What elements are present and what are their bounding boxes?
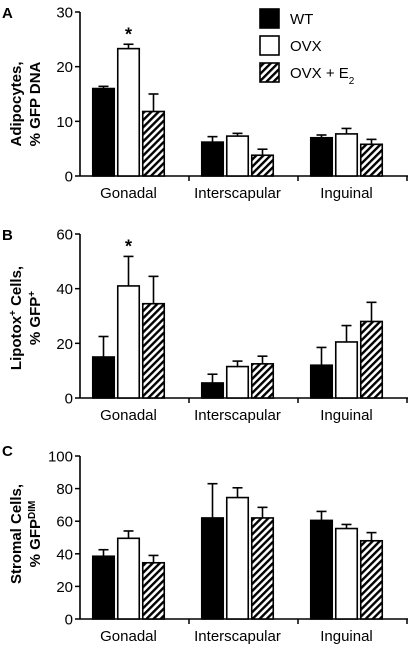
y-tick-label: 10 — [56, 114, 73, 131]
y-tick-label: 40 — [56, 546, 73, 563]
bar — [309, 136, 334, 177]
bar — [225, 365, 250, 399]
y-tick-label: 0 — [65, 391, 73, 408]
bar — [116, 47, 141, 177]
panel-letter-b: B — [2, 227, 13, 244]
bar — [334, 133, 359, 177]
bar — [141, 302, 166, 399]
bar — [225, 135, 250, 177]
panel-letter-a: A — [2, 5, 13, 22]
bar — [91, 356, 116, 399]
y-tick-label: 0 — [65, 612, 73, 629]
significance-star: * — [125, 24, 132, 44]
y-tick-label: 40 — [56, 281, 73, 298]
bar — [141, 561, 166, 620]
legend-label: OVX + E2 — [290, 65, 355, 87]
legend-swatch — [259, 8, 280, 29]
bar — [116, 285, 141, 399]
legend-label: WT — [290, 11, 313, 28]
panel-b-y-axis-title-line-2: % GFP+ — [27, 291, 45, 345]
bar — [91, 555, 116, 620]
bar — [141, 110, 166, 177]
panel-a-chart: 0 10 20 30 Gonadal Interscapular Inguinal * — [56, 5, 408, 202]
panel-a-y-axis-title-line-1: Adipocytes, — [8, 61, 25, 146]
bar — [250, 154, 275, 177]
x-tick-label: Gonadal — [100, 628, 157, 645]
x-tick-label: Inguinal — [320, 185, 373, 202]
panel-b-chart: 0 20 40 60 Gonadal Interscapular Inguinal * — [56, 227, 408, 424]
x-tick-label: Gonadal — [100, 185, 157, 202]
bar — [334, 527, 359, 620]
bar — [250, 517, 275, 620]
x-tick-label: Interscapular — [194, 407, 281, 424]
y-tick-label: 20 — [56, 579, 73, 596]
x-tick-label: Inguinal — [320, 628, 373, 645]
y-tick-label: 60 — [56, 514, 73, 531]
plots-layer: 0 10 20 30 Gonadal Interscapular Inguinal * 0 20 4… — [48, 5, 408, 645]
bar — [359, 320, 384, 399]
legend-swatch — [259, 62, 280, 83]
bar — [250, 363, 275, 399]
bar — [116, 537, 141, 620]
panel-c-chart: 0 20 40 60 80 100 Gonadal Interscapular Inguinal — [48, 449, 408, 645]
panel-a-y-axis-title: Adipocytes, % GFP DNA — [8, 61, 44, 146]
y-tick-label: 20 — [56, 59, 73, 76]
legend-swatch — [259, 35, 280, 56]
x-tick-label: Inguinal — [320, 407, 373, 424]
panel-b-y-axis-title: Lipotox+ Cells, % GFP+ — [8, 266, 45, 370]
y-tick-label: 100 — [48, 449, 73, 466]
panel-c-y-axis-title-line-1: Stromal Cells, — [8, 484, 25, 584]
x-tick-label: Interscapular — [194, 185, 281, 202]
y-tick-label: 60 — [56, 227, 73, 244]
panel-c-y-axis-title-line-2: % GFPDIM — [27, 501, 45, 568]
legend-label: OVX — [290, 38, 322, 55]
panel-b-y-axis-title-line-1: Lipotox+ Cells, — [8, 266, 26, 370]
y-tick-label: 80 — [56, 481, 73, 498]
legend: WT OVX OVX + E2 — [259, 8, 355, 87]
bar — [200, 141, 225, 177]
bar — [200, 517, 225, 620]
y-tick-label: 20 — [56, 336, 73, 353]
panel-c-y-axis-title: Stromal Cells, % GFPDIM — [8, 484, 44, 584]
bar — [91, 87, 116, 177]
significance-star: * — [125, 236, 132, 256]
bar — [359, 539, 384, 620]
bar — [200, 382, 225, 399]
bar — [334, 341, 359, 399]
x-tick-label: Gonadal — [100, 407, 157, 424]
bar — [225, 496, 250, 620]
bar — [309, 364, 334, 399]
y-tick-label: 30 — [56, 5, 73, 22]
panel-letter-c: C — [2, 443, 13, 460]
bar — [359, 143, 384, 177]
y-tick-label: 0 — [65, 169, 73, 186]
panel-a-y-axis-title-line-2: % GFP DNA — [27, 61, 44, 146]
x-tick-label: Interscapular — [194, 628, 281, 645]
bar — [309, 519, 334, 620]
